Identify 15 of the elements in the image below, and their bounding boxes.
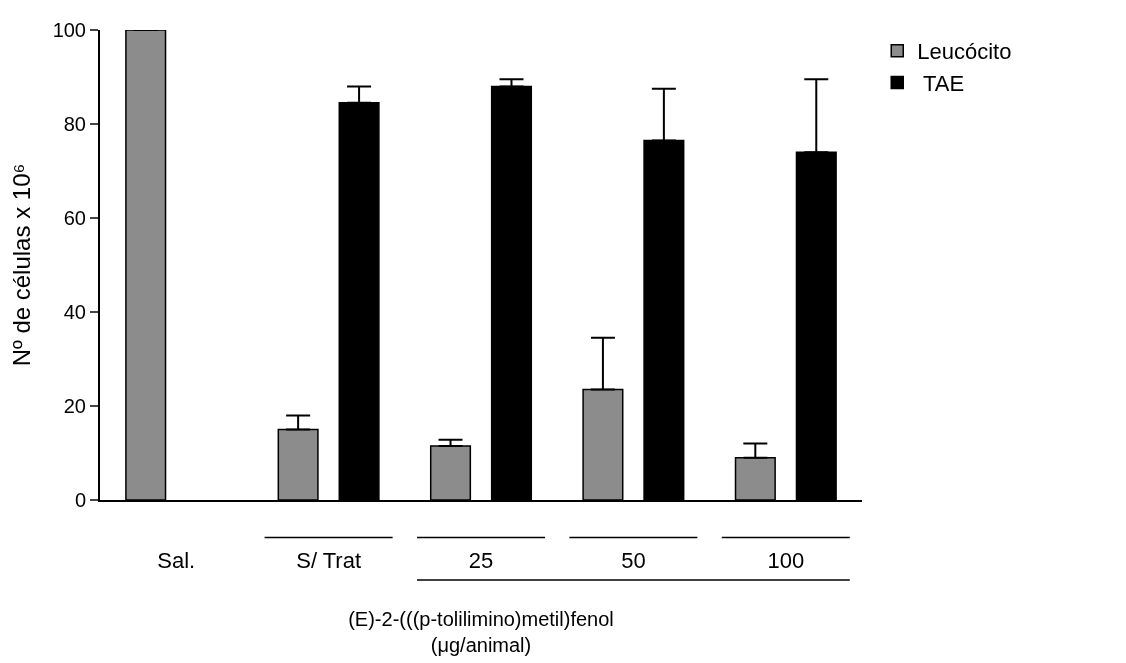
x-tick-label: Sal. bbox=[157, 548, 196, 574]
x-tick-label: S/ Trat bbox=[296, 548, 361, 574]
y-axis-title: Nº de células x 10⁶ bbox=[8, 163, 36, 367]
y-tick-label: 0 bbox=[74, 489, 86, 511]
y-tick-label: 80 bbox=[63, 113, 86, 135]
y-tick-label: 20 bbox=[63, 395, 86, 417]
y-tick-label: 100 bbox=[52, 19, 86, 41]
legend-label: Leucócito bbox=[917, 39, 1012, 65]
x-tick-label: 25 bbox=[468, 548, 494, 574]
x-tick-label: 50 bbox=[621, 548, 646, 574]
y-tick-label: 40 bbox=[63, 301, 86, 323]
y-tick-label: 60 bbox=[63, 207, 86, 229]
x-axis-title: (E)-2-(((p-tolilimino)metil)fenol (μg/animal) bbox=[348, 608, 614, 657]
legend-label: TAE bbox=[917, 70, 965, 96]
x-tick-label: 100 bbox=[767, 548, 805, 574]
